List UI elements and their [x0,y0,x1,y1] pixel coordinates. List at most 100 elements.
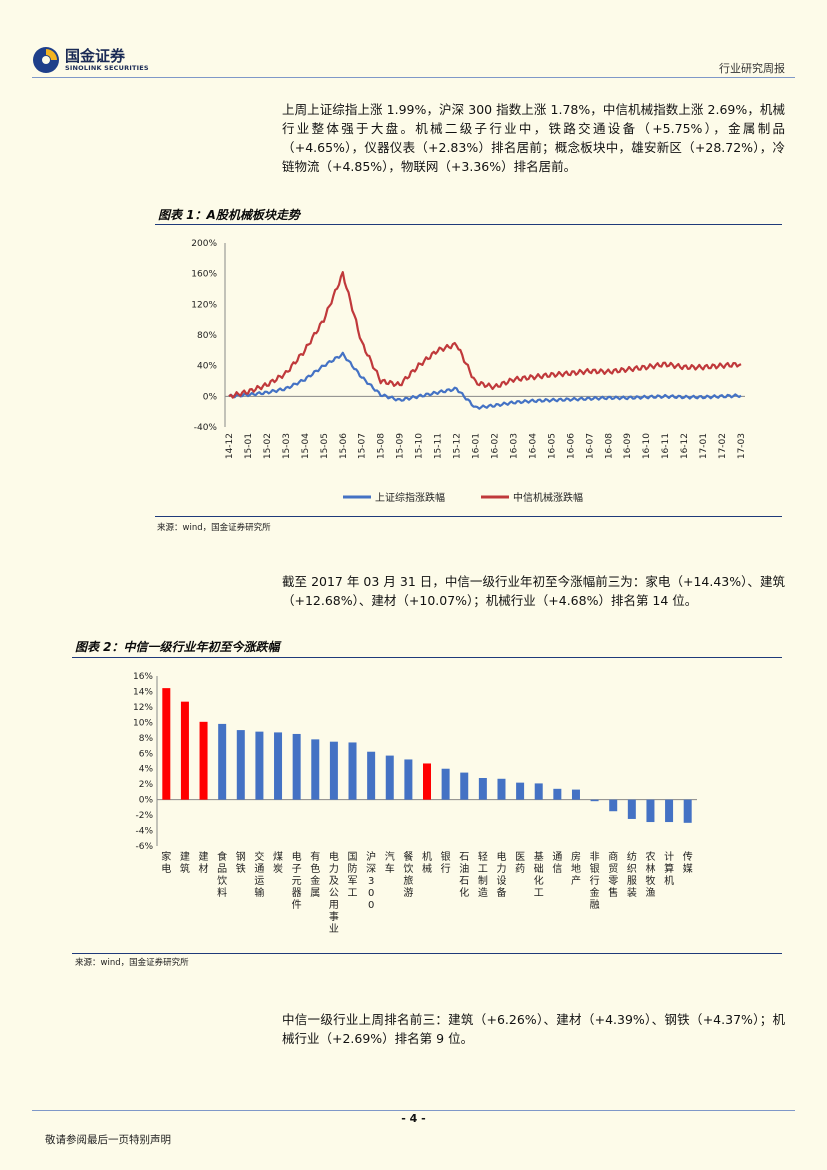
y-tick-label: 2% [139,780,154,790]
category-label: 交通运输 [254,850,264,899]
bar-7 [292,733,301,800]
bar-20 [534,783,543,800]
x-tick-label: 16-11 [661,433,671,459]
x-tick-label: 17-01 [699,433,709,459]
y-tick-label: 6% [139,749,154,759]
legend-label: 上证综指涨跌幅 [375,491,445,504]
footer-divider [32,1110,795,1111]
category-label: 家电 [161,850,171,875]
x-tick-label: 15-10 [415,433,425,459]
category-label: 轻工制造 [478,850,488,899]
bar-22 [571,789,580,800]
bar-17 [478,778,487,800]
category-label: 计算机 [664,850,674,887]
bar-15 [441,768,450,800]
x-tick-label: 16-05 [547,433,557,459]
y-tick-label: -2% [135,811,153,821]
y-tick-label: 16% [133,672,153,682]
figure1-line-chart: -40% 0% 40% 80% 120% 160% 200% 14-12 15-01 15-02 1… [191,239,747,504]
bar-28 [683,799,692,823]
y-tick-label: 4% [139,765,154,775]
y-tick-label: -40% [194,423,218,433]
x-tick-label: 17-02 [718,433,728,459]
category-label: 非银行金融 [590,851,600,911]
figure2-title: 图表 2：中信一级行业年初至今涨跌幅 [75,640,280,654]
header-divider [32,77,795,78]
x-tick-label: 15-09 [396,433,406,459]
report-type: 行业研究周报 [719,62,785,75]
bar-25 [627,799,636,819]
x-tick-label: 16-01 [472,433,482,459]
category-label: 通信 [552,851,562,875]
figure1-top-rule [155,224,782,225]
bar-10 [348,742,357,800]
x-tick-label: 16-02 [490,433,500,459]
bar-21 [553,788,562,800]
y-tick-label: 8% [139,734,154,744]
bar-6 [274,732,283,800]
x-tick-label: 15-03 [282,433,292,459]
y-tick-label: -6% [135,842,153,852]
x-tick-label: 16-06 [566,433,576,459]
y-tick-label: 80% [197,331,217,341]
figure2-bottom-rule [72,953,782,954]
y-tick-label: -4% [135,827,153,837]
bar-8 [311,739,320,800]
category-label: 电力设备 [496,850,506,899]
x-tick-label: 16-08 [604,433,614,459]
y-tick-label: 40% [197,362,217,372]
paragraph-ytd-ranking: 截至 2017 年 03 月 31 日，中信一级行业年初至今涨幅前三为：家电（+… [282,574,785,608]
bar-4 [236,730,245,800]
bar-26 [646,799,655,823]
category-label: 汽车 [385,850,395,875]
category-label: 传媒 [683,851,693,875]
category-label: 商贸零售 [608,850,618,899]
category-label: 国防军工 [348,851,358,899]
category-label: 电子元器件 [292,850,302,911]
x-tick-label: 14-12 [225,433,235,459]
series-line-citic [228,271,742,399]
category-label: 电力及公用事业 [329,850,339,935]
category-label: 餐饮旅游 [403,850,413,899]
bar-2 [199,721,208,800]
category-label: 农林牧渔 [645,850,655,899]
bar-0 [162,688,171,800]
figure2-top-rule [72,657,782,658]
legend-label: 中信机械涨跌幅 [513,491,583,504]
logo-mark-icon [33,47,59,73]
x-tick-label: 15-07 [358,433,368,459]
x-tick-label: 15-01 [244,433,254,459]
y-tick-label: 14% [133,687,153,697]
bar-27 [665,799,674,823]
figure1-source: 来源：wind，国金证券研究所 [157,523,271,533]
x-tick-label: 16-09 [623,433,633,459]
category-label: 钢铁 [236,850,246,875]
category-label: 食品饮料 [217,850,227,899]
x-tick-label: 15-04 [301,433,311,459]
bar-12 [385,755,394,800]
x-tick-label: 16-03 [509,433,519,459]
footer-disclaimer: 敬请参阅最后一页特别声明 [45,1134,171,1146]
x-tick-label: 17-03 [737,433,747,459]
x-tick-label: 15-05 [320,433,330,459]
company-logo: 国金证券 SINOLINK SECURITIES [32,46,149,74]
category-label: 基础化工 [534,850,544,899]
y-tick-label: 12% [133,703,153,713]
category-label: 银行 [441,850,451,875]
y-tick-label: 160% [191,270,217,280]
x-tick-label: 15-06 [339,433,349,459]
figure1-bottom-rule [155,516,782,517]
bar-13 [404,759,413,800]
y-tick-label: 200% [191,239,217,249]
y-tick-label: 0% [203,392,218,402]
category-label: 房地产 [571,850,581,887]
category-label: 纺织服装 [627,850,637,899]
bar-11 [367,751,376,800]
category-label: 机械 [422,850,432,875]
y-tick-label: 10% [133,718,153,728]
series-line-sse [228,351,742,410]
bar-9 [329,741,338,800]
bar-3 [218,723,227,800]
bar-18 [497,778,506,800]
y-tick-label: 0% [139,796,154,806]
